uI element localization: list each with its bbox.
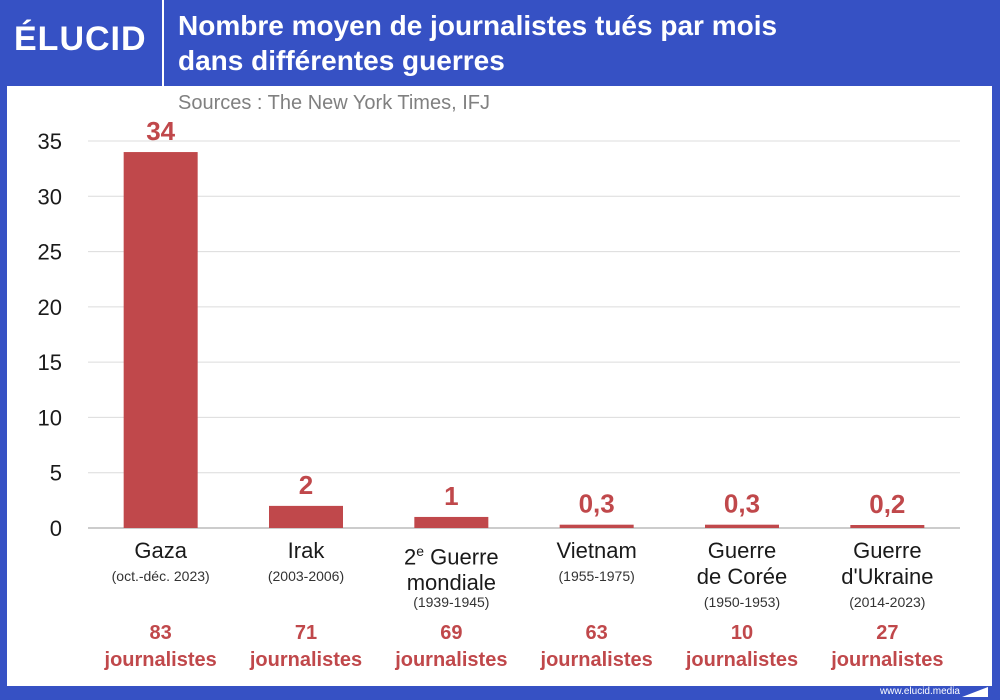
- header-band: ÉLUCID Nombre moyen de journalistes tués…: [0, 0, 1000, 86]
- category-journalist-count: 69 journalistes: [395, 622, 508, 671]
- footer-url[interactable]: www.elucid.media: [879, 686, 960, 697]
- category-period: (2014-2023): [849, 594, 926, 610]
- category-period: (1939-1945): [413, 594, 490, 610]
- bar: [559, 524, 634, 528]
- category-name: Guerre de Corée: [696, 538, 788, 589]
- category-name: Irak: [287, 538, 325, 563]
- category-name: Vietnam: [556, 538, 637, 563]
- bar-value-label: 0,2: [869, 489, 905, 519]
- bar: [123, 152, 198, 529]
- logo-divider: [162, 0, 164, 86]
- bar-value-label: 0,3: [579, 489, 615, 519]
- y-tick-label: 25: [38, 240, 62, 265]
- category-period: (1950-1953): [703, 594, 781, 610]
- y-tick-label: 0: [50, 516, 62, 541]
- y-tick-label: 5: [50, 461, 62, 486]
- category-period: (1955-1975): [558, 568, 635, 584]
- bar: [850, 525, 925, 528]
- bar: [269, 505, 343, 528]
- category-name: 2e Guerre mondiale: [404, 543, 499, 596]
- chart-sources: Sources : The New York Times, IFJ: [178, 92, 490, 114]
- category-journalist-count: 63 journalistes: [540, 622, 653, 671]
- bar-value-label: 0,3: [724, 489, 760, 519]
- chart-title: Nombre moyen de journalistes tués par mo…: [178, 8, 978, 78]
- category-period: (oct.-déc. 2023): [111, 568, 210, 584]
- category-name: Guerre d'Ukraine: [841, 538, 934, 589]
- bar-value-label: 1: [444, 481, 458, 511]
- category-journalist-count: 83 journalistes: [104, 622, 217, 671]
- y-tick-label: 35: [38, 129, 62, 154]
- brand-logo: ÉLUCID: [14, 20, 147, 58]
- category-journalist-count: 10 journalistes: [685, 622, 799, 671]
- y-tick-label: 30: [38, 184, 62, 209]
- category-period: (2003-2006): [267, 568, 345, 584]
- category-journalist-count: 71 journalistes: [249, 622, 363, 671]
- y-tick-label: 10: [38, 405, 62, 430]
- category-journalist-count: 27 journalistes: [831, 622, 944, 671]
- chart-title-line-1: Nombre moyen de journalistes tués par mo…: [178, 10, 778, 41]
- bar: [414, 516, 489, 528]
- brand-flag-icon: [962, 687, 988, 697]
- category-name: Gaza: [134, 538, 187, 563]
- y-tick-label: 15: [38, 350, 62, 375]
- bar-value-label: 34: [146, 116, 175, 146]
- bar: [705, 524, 779, 528]
- y-tick-label: 20: [38, 295, 62, 320]
- chart-title-line-2: dans différentes guerres: [178, 45, 505, 76]
- bar-value-label: 2: [299, 470, 313, 500]
